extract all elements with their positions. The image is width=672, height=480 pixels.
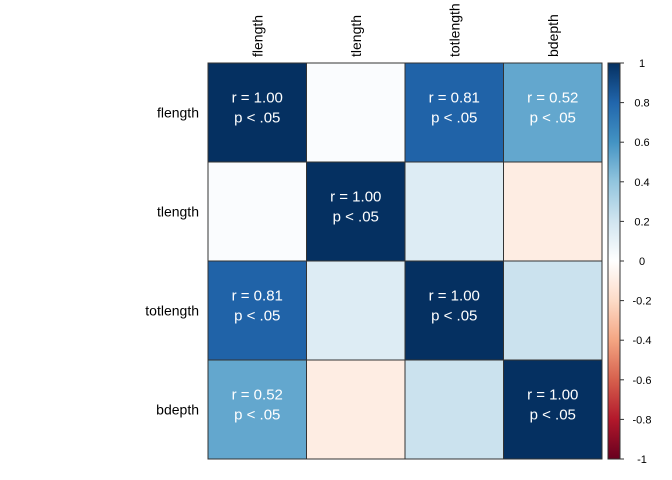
- heatmap-cell-bdepth-bdepth: [503, 359, 603, 460]
- heatmap-cell-flength-bdepth: [503, 62, 603, 163]
- colorbar-tick-label: 1: [639, 58, 645, 70]
- cell-label-totlength-totlength-1: p < .05: [431, 308, 477, 325]
- cell-label-tlength-tlength-1: p < .05: [333, 209, 379, 226]
- colorbar-tick-label: -0.6: [633, 375, 652, 387]
- column-label-totlength: totlength: [446, 3, 462, 57]
- colorbar-tick-label: -0.4: [633, 335, 652, 347]
- colorbar-tick-label: -0.8: [633, 414, 652, 426]
- cell-labels: r = 1.00 p < .05 r = 0.81 p < .05 r = 0.52 p …: [232, 90, 579, 424]
- cell-label-totlength-flength-1: p < .05: [234, 308, 280, 325]
- heatmap-cell-bdepth-totlength: [404, 359, 504, 460]
- row-label-totlength: totlength: [145, 303, 199, 319]
- heatmap-border: [207, 62, 603, 460]
- cell-label-bdepth-bdepth-1: p < .05: [530, 407, 576, 424]
- cell-label-bdepth-bdepth-0: r = 1.00: [527, 387, 578, 404]
- heatmap-cell-bdepth-tlength: [306, 359, 406, 460]
- row-label-tlength: tlength: [157, 204, 199, 220]
- colorbar-tick-label: 0: [639, 256, 645, 268]
- row-labels: flength tlength totlength bdepth: [145, 105, 199, 418]
- heatmap-cell-flength-tlength: [306, 62, 406, 163]
- heatmap-cell-totlength-bdepth: [503, 260, 603, 361]
- colorbar-tick-label: -0.2: [633, 296, 652, 308]
- heatmap-cell-totlength-tlength: [306, 260, 406, 361]
- colorbar-tick-label: -1: [637, 454, 647, 466]
- heatmap-cell-flength-flength: [207, 62, 307, 163]
- cell-label-flength-bdepth-0: r = 0.52: [527, 90, 578, 107]
- column-label-tlength: tlength: [348, 15, 364, 57]
- cell-label-flength-flength-1: p < .05: [234, 110, 280, 127]
- cell-label-flength-bdepth-1: p < .05: [530, 110, 576, 127]
- colorbar-tick-label: 0.8: [634, 98, 649, 110]
- cell-label-tlength-tlength-0: r = 1.00: [330, 189, 381, 206]
- row-label-bdepth: bdepth: [156, 402, 199, 418]
- cell-label-flength-totlength-0: r = 0.81: [429, 90, 480, 107]
- colorbar-tick-label: 0.4: [634, 177, 649, 189]
- cell-label-flength-flength-0: r = 1.00: [232, 90, 283, 107]
- cell-label-bdepth-flength-0: r = 0.52: [232, 387, 283, 404]
- column-label-bdepth: bdepth: [545, 14, 561, 57]
- heatmap-cell-tlength-flength: [207, 161, 307, 262]
- column-labels: flength tlength totlength bdepth: [249, 3, 561, 57]
- cell-label-totlength-flength-0: r = 0.81: [232, 288, 283, 305]
- colorbar-tick-label: 0.6: [634, 137, 649, 149]
- heatmap-cell-tlength-totlength: [404, 161, 504, 262]
- colorbar: 1 0.8 0.6 0.4 0.2 0 -0.2 -0.4 -0.6 -0.8 -1: [607, 58, 652, 466]
- heatmap-cells: [207, 62, 603, 460]
- heatmap-cell-tlength-bdepth: [503, 161, 603, 262]
- cell-label-bdepth-flength-1: p < .05: [234, 407, 280, 424]
- heatmap-cell-bdepth-flength: [207, 359, 307, 460]
- cell-label-totlength-totlength-0: r = 1.00: [429, 288, 480, 305]
- column-label-flength: flength: [249, 15, 265, 57]
- row-label-flength: flength: [157, 105, 199, 121]
- colorbar-gradient: [607, 62, 621, 460]
- cell-label-flength-totlength-1: p < .05: [431, 110, 477, 127]
- colorbar-tick-label: 0.2: [634, 216, 649, 228]
- heatmap-cell-tlength-tlength: [306, 161, 406, 262]
